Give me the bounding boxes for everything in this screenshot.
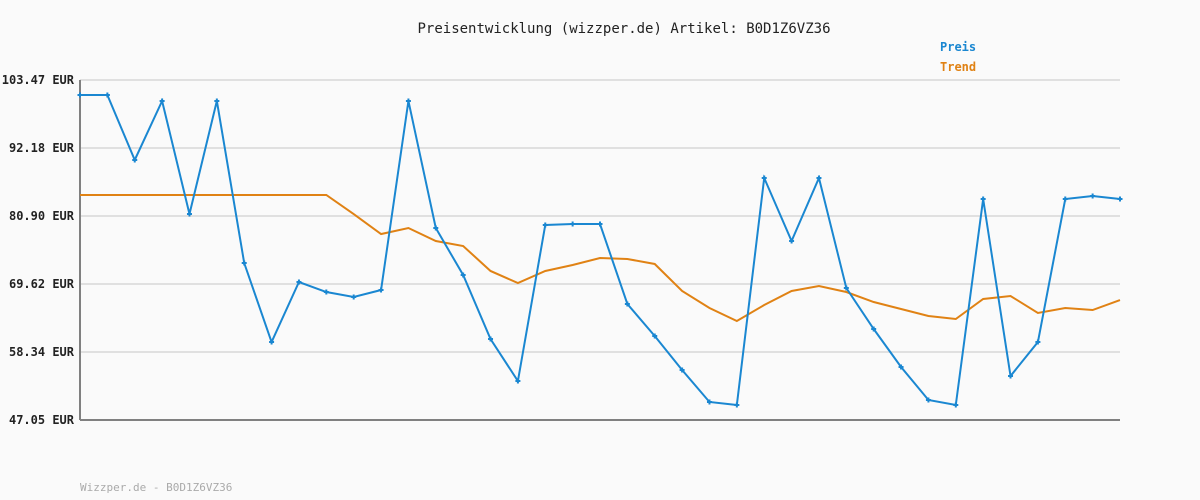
y-tick-label: 58.34 EUR [9,345,75,359]
data-point [652,333,658,339]
data-point [296,279,302,285]
data-point [1117,196,1123,202]
data-point [351,294,357,300]
data-point [378,287,384,293]
data-point [405,98,411,104]
data-point [460,272,466,278]
data-point [1035,339,1041,345]
legend-trend: Trend [940,60,976,74]
y-tick-label: 47.05 EUR [9,413,75,427]
footer-text: Wizzper.de - B0D1Z6VZ36 [80,481,232,494]
data-point [323,289,329,295]
series-line-trend [80,193,1121,323]
series-line-preis [80,94,1121,407]
chart-title: Preisentwicklung (wizzper.de) Artikel: B… [417,21,830,37]
y-tick-label: 69.62 EUR [9,277,75,291]
y-tick-label: 80.90 EUR [9,209,75,223]
data-point [77,92,83,98]
data-point [104,92,110,98]
data-point [159,98,165,104]
data-point [734,402,740,408]
data-point [624,301,630,307]
data-point [789,238,795,244]
data-point [706,399,712,405]
data-point [843,285,849,291]
y-tick-label: 92.18 EUR [9,141,75,155]
data-point [980,196,986,202]
data-point [515,378,521,384]
data-point [953,402,959,408]
data-point [488,336,494,342]
data-point [1008,373,1014,379]
data-point [761,175,767,181]
data-point [816,175,822,181]
legend-preis: Preis [940,40,976,54]
data-point [269,339,275,345]
data-point [1090,193,1096,199]
data-point [570,221,576,227]
data-point [132,157,138,163]
data-point [542,222,548,228]
data-point [679,367,685,373]
data-point [898,364,904,370]
data-point [597,221,603,227]
y-tick-label: 103.47 EUR [2,73,75,87]
data-point [186,211,192,217]
data-point [925,397,931,403]
data-point [1062,196,1068,202]
data-point [214,98,220,104]
data-point [433,225,439,231]
data-point [871,326,877,332]
data-point [241,260,247,266]
